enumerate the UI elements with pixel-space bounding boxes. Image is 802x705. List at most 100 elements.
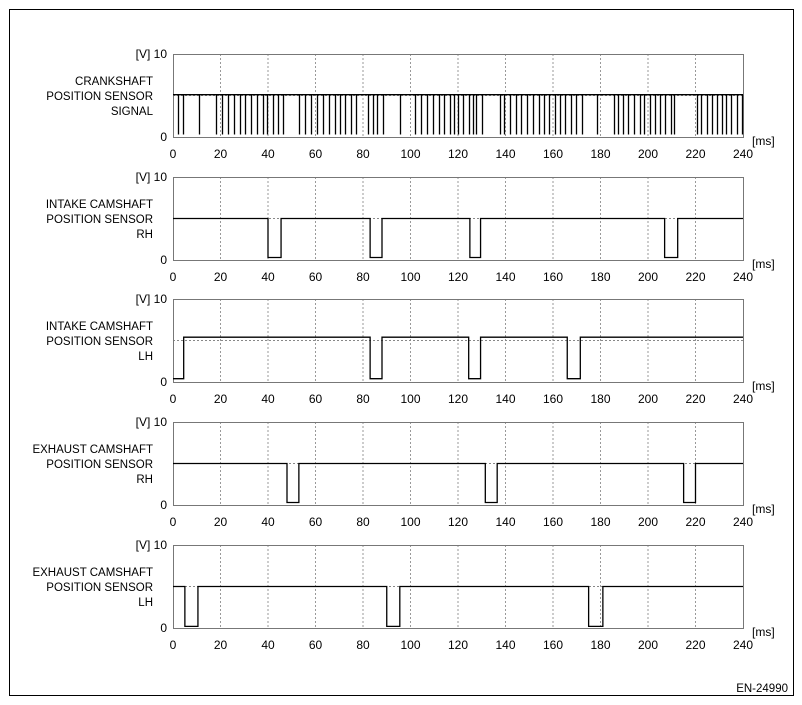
x-tick-label: 160: [543, 270, 563, 284]
x-tick-label: 140: [495, 147, 515, 161]
y-axis-max-label: [V] 10: [136, 292, 168, 306]
x-tick-label: 220: [685, 515, 705, 529]
x-tick-label: 100: [400, 147, 420, 161]
x-tick-label: 100: [400, 515, 420, 529]
x-tick-label: 240: [733, 270, 753, 284]
x-tick-label: 60: [309, 270, 323, 284]
x-tick-label: 40: [261, 638, 275, 652]
signal-name-label: POSITION SENSOR: [46, 336, 153, 348]
x-tick-label: 0: [170, 638, 177, 652]
y-axis-max-label: [V] 10: [136, 170, 168, 184]
figure-frame: [9, 9, 794, 696]
x-tick-label: 160: [543, 147, 563, 161]
y-axis-min-label: 0: [160, 621, 167, 635]
signal-name-label: POSITION SENSOR: [46, 91, 153, 103]
x-tick-label: 120: [448, 638, 468, 652]
signal-name-label: SIGNAL: [111, 106, 154, 118]
x-tick-label: 20: [214, 638, 228, 652]
x-tick-label: 40: [261, 270, 275, 284]
x-tick-label: 80: [356, 270, 370, 284]
x-tick-label: 100: [400, 638, 420, 652]
x-tick-label: 60: [309, 638, 323, 652]
x-tick-label: 220: [685, 392, 705, 406]
x-tick-label: 200: [638, 515, 658, 529]
x-axis-unit-label: [ms]: [752, 134, 775, 148]
y-axis-min-label: 0: [160, 498, 167, 512]
signal-name-label: INTAKE CAMSHAFT: [46, 199, 153, 211]
x-tick-label: 100: [400, 270, 420, 284]
signal-waveform: [173, 336, 743, 380]
waveform-panel-4: [V] 10 00 20 40 60 80 100 120 140 160 180 200 220 240…: [32, 415, 774, 529]
x-axis-unit-label: [ms]: [752, 257, 775, 271]
x-tick-label: 0: [170, 270, 177, 284]
signal-name-label: CRANKSHAFT: [75, 76, 153, 88]
x-tick-label: 60: [309, 147, 323, 161]
signal-waveform: [173, 462, 743, 504]
x-tick-label: 0: [170, 392, 177, 406]
x-tick-label: 120: [448, 147, 468, 161]
x-tick-label: 80: [356, 515, 370, 529]
figure-id: EN-24990: [736, 683, 788, 695]
x-tick-label: 200: [638, 270, 658, 284]
x-tick-label: 40: [261, 147, 275, 161]
waveform-panel-3: [V] 10 00 20 40 60 80 100 120 140 160 180 200 220 240…: [46, 292, 775, 406]
x-tick-label: 20: [214, 515, 228, 529]
x-tick-label: 20: [214, 147, 228, 161]
signal-name-label: LH: [138, 351, 153, 363]
x-tick-label: 40: [261, 515, 275, 529]
signal-name-label: EXHAUST CAMSHAFT: [32, 444, 153, 456]
x-axis-unit-label: [ms]: [752, 379, 775, 393]
y-axis-min-label: 0: [160, 130, 167, 144]
x-tick-label: 200: [638, 147, 658, 161]
x-tick-label: 20: [214, 392, 228, 406]
signal-name-label: RH: [136, 474, 153, 486]
x-tick-label: 140: [495, 638, 515, 652]
signal-waveform: [173, 217, 743, 259]
x-tick-label: 180: [590, 270, 610, 284]
x-tick-label: 220: [685, 270, 705, 284]
x-tick-label: 80: [356, 392, 370, 406]
x-tick-label: 0: [170, 147, 177, 161]
x-tick-label: 180: [590, 638, 610, 652]
x-tick-label: 140: [495, 515, 515, 529]
x-tick-label: 180: [590, 515, 610, 529]
plot-area: [173, 54, 744, 138]
x-tick-label: 180: [590, 147, 610, 161]
y-axis-min-label: 0: [160, 253, 167, 267]
signal-name-label: POSITION SENSOR: [46, 459, 153, 471]
waveform-panel-1: [V] 10 00 20 40 60 80 100 120 140 160 180 200 220 240…: [46, 47, 774, 161]
x-tick-label: 180: [590, 392, 610, 406]
x-tick-label: 240: [733, 147, 753, 161]
x-tick-label: 160: [543, 638, 563, 652]
x-tick-label: 200: [638, 392, 658, 406]
x-tick-label: 140: [495, 270, 515, 284]
x-tick-label: 240: [733, 515, 753, 529]
x-tick-label: 40: [261, 392, 275, 406]
x-tick-label: 220: [685, 638, 705, 652]
y-axis-max-label: [V] 10: [136, 47, 168, 61]
x-tick-label: 80: [356, 147, 370, 161]
x-tick-label: 120: [448, 270, 468, 284]
x-tick-label: 80: [356, 638, 370, 652]
signal-name-label: POSITION SENSOR: [46, 214, 153, 226]
x-tick-label: 240: [733, 638, 753, 652]
signal-name-label: INTAKE CAMSHAFT: [46, 321, 153, 333]
y-axis-max-label: [V] 10: [136, 415, 168, 429]
x-tick-label: 140: [495, 392, 515, 406]
x-tick-label: 100: [400, 392, 420, 406]
plot-area: [173, 299, 744, 383]
x-tick-label: 60: [309, 515, 323, 529]
x-tick-label: 160: [543, 515, 563, 529]
signal-name-label: EXHAUST CAMSHAFT: [32, 567, 153, 579]
x-tick-label: 120: [448, 392, 468, 406]
x-tick-label: 160: [543, 392, 563, 406]
x-tick-label: 20: [214, 270, 228, 284]
x-tick-label: 200: [638, 638, 658, 652]
x-axis-unit-label: [ms]: [752, 502, 775, 516]
x-tick-label: 60: [309, 392, 323, 406]
x-axis-unit-label: [ms]: [752, 625, 775, 639]
x-tick-label: 0: [170, 515, 177, 529]
y-axis-min-label: 0: [160, 375, 167, 389]
x-tick-label: 120: [448, 515, 468, 529]
